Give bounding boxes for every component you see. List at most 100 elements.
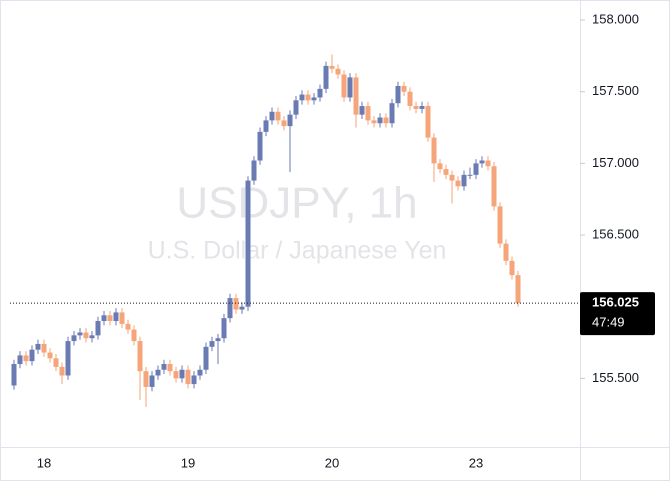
candle-body bbox=[77, 332, 83, 336]
candle-body bbox=[275, 111, 281, 121]
candle-body bbox=[155, 369, 161, 376]
candle-body bbox=[461, 174, 467, 187]
candle-body bbox=[467, 174, 473, 176]
candle-body bbox=[161, 364, 167, 370]
candle-body bbox=[491, 166, 497, 207]
candle-body bbox=[215, 338, 221, 342]
candle-body bbox=[107, 315, 113, 322]
candle-body bbox=[131, 329, 137, 342]
candle-body bbox=[143, 371, 149, 387]
candle-body bbox=[233, 298, 239, 310]
candle-body bbox=[425, 106, 431, 138]
candle-body bbox=[185, 369, 191, 385]
candle-body bbox=[365, 106, 371, 121]
candle-body bbox=[497, 206, 503, 244]
candle-body bbox=[29, 349, 35, 362]
candle-body bbox=[455, 180, 461, 187]
y-tick-label: 155.500 bbox=[592, 370, 639, 385]
candle-body bbox=[437, 163, 443, 170]
candle-body bbox=[59, 366, 65, 376]
candle-body bbox=[329, 65, 335, 69]
candle-body bbox=[65, 341, 71, 376]
x-tick-label: 20 bbox=[325, 455, 339, 470]
candle-body bbox=[293, 100, 299, 115]
candle-body bbox=[335, 68, 341, 75]
candle-body bbox=[419, 106, 425, 109]
candle-body bbox=[479, 160, 485, 164]
candle-body bbox=[299, 94, 305, 101]
candle-body bbox=[245, 180, 251, 307]
candle-body bbox=[53, 358, 59, 367]
y-tick-label: 157.000 bbox=[592, 155, 639, 170]
candle-body bbox=[443, 169, 449, 175]
candle-body bbox=[449, 174, 455, 181]
candle-body bbox=[221, 318, 227, 339]
candle-body bbox=[35, 343, 41, 350]
candle-body bbox=[413, 106, 419, 109]
watermark-title: USDJPY, 1h bbox=[176, 179, 417, 228]
candle-body bbox=[209, 341, 215, 347]
candle-body bbox=[305, 94, 311, 101]
candle-body bbox=[515, 275, 521, 304]
candle-body bbox=[203, 346, 209, 370]
candle-body bbox=[149, 375, 155, 387]
candle-body bbox=[11, 364, 17, 386]
x-tick-label: 18 bbox=[37, 455, 51, 470]
candle-body bbox=[473, 163, 479, 175]
candle-body bbox=[23, 355, 29, 362]
last-price-box bbox=[580, 292, 655, 336]
candle-body bbox=[263, 120, 269, 132]
candle-body bbox=[239, 306, 245, 310]
candle-body bbox=[113, 312, 119, 322]
last-price-label: 156.025 bbox=[592, 295, 639, 310]
candle-body bbox=[317, 88, 323, 98]
candle-body bbox=[95, 321, 101, 336]
candle-body bbox=[281, 120, 287, 127]
candle-body bbox=[17, 355, 23, 365]
candle-body bbox=[377, 117, 383, 124]
y-tick-label: 158.000 bbox=[592, 12, 639, 27]
y-tick-label: 157.500 bbox=[592, 83, 639, 98]
candle-body bbox=[269, 111, 275, 121]
candle-body bbox=[311, 97, 317, 101]
candle-body bbox=[47, 352, 53, 359]
candle-body bbox=[509, 260, 515, 276]
candle-body bbox=[407, 91, 413, 107]
candle-body bbox=[323, 65, 329, 89]
candle-body bbox=[119, 312, 125, 324]
candle-body bbox=[227, 298, 233, 319]
candle-body bbox=[389, 103, 395, 124]
candle-body bbox=[125, 323, 131, 330]
candle-body bbox=[371, 120, 377, 124]
x-tick-label: 19 bbox=[181, 455, 195, 470]
candle-body bbox=[101, 315, 107, 322]
candle-body bbox=[89, 335, 95, 339]
candle-body bbox=[431, 137, 437, 164]
candle-body bbox=[197, 369, 203, 376]
y-tick-label: 156.500 bbox=[592, 226, 639, 241]
candle-body bbox=[287, 114, 293, 127]
candle-body bbox=[137, 341, 143, 372]
candle-body bbox=[251, 160, 257, 181]
candle-body bbox=[41, 343, 47, 353]
candle-body bbox=[359, 106, 365, 115]
candle-body bbox=[83, 332, 89, 339]
candle-body bbox=[257, 131, 263, 161]
candle-body bbox=[173, 371, 179, 379]
candle-body bbox=[401, 85, 407, 92]
candle-body bbox=[167, 364, 173, 372]
candle-body bbox=[353, 77, 359, 115]
candle-body bbox=[191, 375, 197, 385]
candle-body bbox=[395, 85, 401, 104]
candle-body bbox=[383, 117, 389, 124]
candle-body bbox=[503, 243, 509, 261]
candle-body bbox=[347, 77, 353, 98]
candle-body bbox=[71, 335, 77, 342]
candle-body bbox=[341, 74, 347, 98]
candle-body bbox=[179, 369, 185, 379]
candle-body bbox=[485, 160, 491, 167]
watermark-subtitle: U.S. Dollar / Japanese Yen bbox=[148, 237, 447, 265]
x-tick-label: 23 bbox=[469, 455, 483, 470]
countdown-label: 47:49 bbox=[592, 315, 625, 330]
